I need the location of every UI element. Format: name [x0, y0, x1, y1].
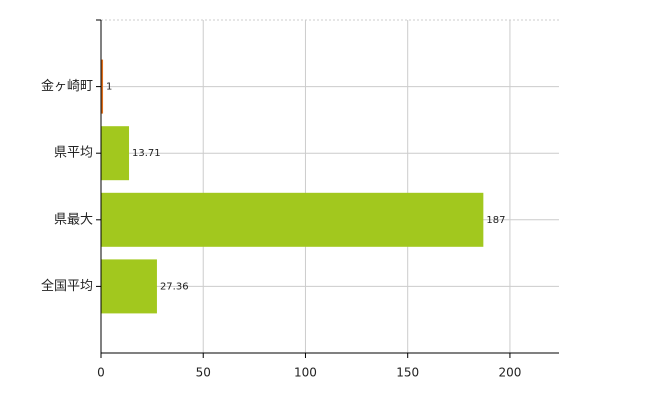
- x-tick-label: 50: [196, 366, 211, 380]
- value-label: 27.36: [160, 281, 189, 292]
- y-tick-label: 全国平均: [41, 278, 93, 294]
- bar: [101, 126, 130, 181]
- y-tick-label: 金ヶ崎町: [41, 78, 93, 94]
- x-tick-label: 200: [498, 366, 521, 380]
- y-tick-label: 県最大: [54, 212, 93, 227]
- y-tick-label: 県平均: [54, 146, 93, 161]
- value-label: 1: [106, 82, 112, 93]
- value-label: 13.71: [132, 148, 161, 159]
- bar: [101, 259, 157, 314]
- bar: [101, 192, 484, 247]
- value-label: 187: [486, 215, 505, 226]
- x-tick-label: 0: [97, 366, 105, 380]
- bar: [101, 59, 104, 114]
- x-tick-label: 100: [294, 366, 317, 380]
- x-tick-label: 150: [396, 366, 419, 380]
